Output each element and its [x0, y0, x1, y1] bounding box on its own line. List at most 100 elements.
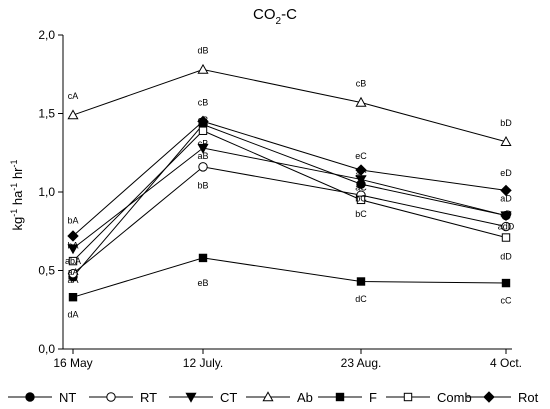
legend-marker: [262, 391, 274, 402]
data-point: [198, 162, 208, 172]
series-line: [72, 147, 507, 249]
significance-label: aD: [500, 193, 512, 203]
series-rt: [68, 162, 511, 279]
legend-marker: [335, 392, 345, 402]
series-group: [67, 63, 512, 302]
svg-text:kg-1 ha-1 hr-1: kg-1 ha-1 hr-1: [9, 159, 25, 230]
significance-label: bB: [197, 181, 208, 191]
significance-label: bA: [67, 240, 78, 250]
significance-label: bC: [355, 193, 367, 203]
data-point: [501, 278, 511, 288]
legend-item-f: F: [318, 390, 377, 405]
data-point: [68, 256, 78, 266]
legend-label: Ab: [297, 390, 313, 405]
chart-title: CO2-C: [253, 6, 297, 27]
data-point: [197, 115, 209, 128]
legend-marker: [25, 392, 35, 402]
legend-label: RT: [140, 390, 157, 405]
series-rot: [67, 115, 512, 242]
series-line: [72, 69, 507, 143]
data-point: [355, 96, 367, 107]
significance-label: cB: [198, 115, 209, 125]
legend-marker: [185, 392, 197, 403]
data-point: [67, 244, 79, 255]
significance-label: cC: [501, 295, 513, 305]
series-line: [72, 166, 507, 275]
significance-label: cB: [356, 79, 367, 89]
legend-marker: [106, 392, 116, 402]
series-ct: [67, 143, 512, 255]
significance-label: eD: [500, 168, 512, 178]
significance-label: cB: [198, 138, 209, 148]
series-line: [72, 123, 507, 278]
data-point: [501, 221, 511, 232]
legend-item-ab: Ab: [246, 390, 313, 405]
legend-label: NT: [59, 390, 76, 405]
series-line: [72, 120, 507, 237]
significance-label: cB: [198, 98, 209, 108]
y-tick-label: 0,5: [38, 264, 55, 278]
data-point: [356, 195, 366, 205]
data-point: [500, 136, 512, 146]
data-point: [197, 143, 209, 154]
legend-item-rot: Rot: [467, 390, 539, 405]
significance-label: aB: [197, 151, 208, 161]
data-point: [198, 253, 208, 263]
data-point: [500, 211, 512, 222]
x-tick-label: 4 Oct.: [490, 356, 522, 370]
legend-item-comb: Comb: [386, 390, 472, 405]
legend-label: F: [369, 390, 377, 405]
significance-label: cA: [68, 91, 79, 101]
legend-item-nt: NT: [8, 390, 76, 405]
significance-label: aC: [355, 170, 367, 180]
data-point: [197, 63, 209, 74]
data-point: [67, 230, 79, 242]
series-line: [72, 130, 507, 262]
significance-label: dC: [355, 294, 367, 304]
legend-label: Rot: [518, 390, 539, 405]
significance-label: bC: [355, 209, 367, 219]
significance-label: eC: [355, 151, 367, 161]
significance-label: eB: [197, 278, 208, 288]
significance-label: abA: [65, 256, 81, 266]
legend-label: Comb: [437, 390, 472, 405]
legend-item-ct: CT: [169, 390, 237, 405]
series-ab: [67, 63, 512, 146]
x-tick-label: 23 Aug.: [341, 356, 382, 370]
significance-label: bA: [67, 215, 78, 225]
axes: 0,0 0,5 1,0 1,5 2,0 16 May 12 July. 23 Aug. 4 Oc…: [38, 28, 522, 370]
data-point: [68, 292, 78, 302]
data-point: [198, 126, 208, 135]
significance-label: dB: [197, 46, 208, 56]
chart-title-subscript: 2: [276, 16, 282, 27]
series-line: [72, 257, 507, 298]
y-axis-label: kg-1 ha-1 hr-1: [9, 159, 25, 230]
data-point: [68, 268, 78, 279]
y-tick-label: 1,0: [38, 185, 55, 199]
y-tick-label: 2,0: [38, 28, 55, 42]
x-tick-label: 16 May: [53, 356, 92, 370]
data-point: [355, 175, 367, 186]
legend-item-rt: RT: [89, 390, 157, 405]
x-tick-label: 12 July.: [183, 356, 223, 370]
significance-label: aA: [67, 275, 78, 285]
series-comb: [68, 126, 511, 266]
significance-label: aA: [67, 267, 78, 277]
legend: NT RT CT Ab F Comb Rot: [8, 390, 539, 405]
significance-label: aC: [355, 182, 367, 192]
annotations-group: cAbAbAabAaAaAdAdBcBcBcBaBbBeBcBeCaCaCbCb…: [65, 46, 515, 320]
significance-label: bD: [500, 118, 512, 128]
data-point: [355, 164, 367, 176]
significance-label: aD: [500, 209, 512, 219]
y-tick-label: 0,0: [38, 342, 55, 356]
y-tick-label: 1,5: [38, 107, 55, 121]
series-f: [68, 253, 511, 302]
significance-label: adD: [498, 222, 515, 232]
significance-label: dD: [500, 251, 512, 261]
data-point: [356, 277, 366, 286]
data-point: [500, 184, 512, 197]
significance-label: dA: [67, 309, 78, 319]
data-point: [67, 109, 79, 120]
legend-marker: [403, 392, 413, 402]
